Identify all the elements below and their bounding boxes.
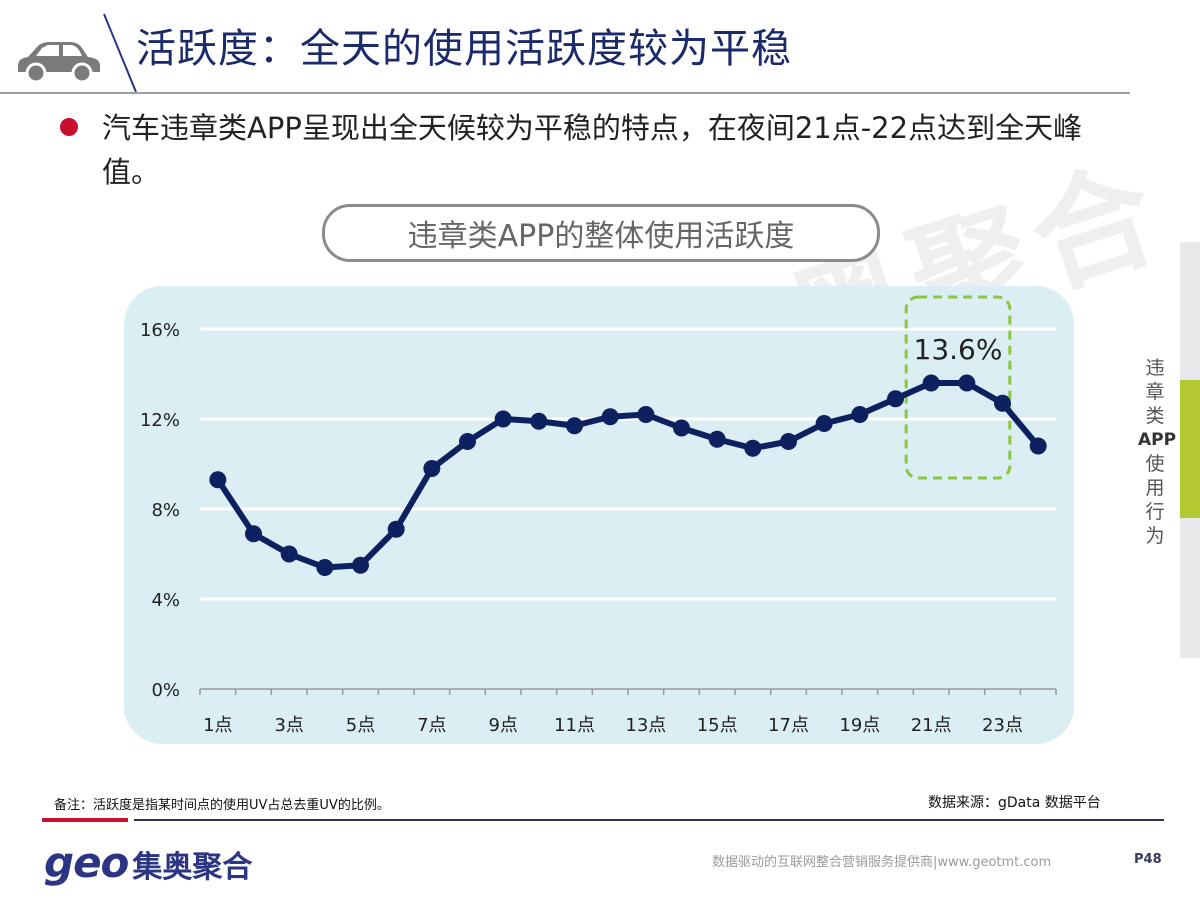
- data-point: [994, 394, 1011, 412]
- x-tick-label: 3点: [274, 715, 303, 736]
- data-point: [637, 406, 655, 423]
- chart-panel: 0% 4% 8% 12% 16% 1点 3点 5点 7点 9点 11点 13点 15点 17点 19点 21点…: [124, 286, 1074, 744]
- data-point: [245, 525, 262, 543]
- data-point: [423, 460, 441, 477]
- x-tick-label: 19点: [839, 715, 880, 736]
- data-point: [530, 412, 548, 430]
- data-point: [316, 559, 334, 576]
- x-tick-label: 9点: [488, 715, 517, 736]
- y-tick-label: 12%: [140, 410, 180, 431]
- x-tick-label: 1点: [203, 715, 232, 736]
- side-tab-char: 章: [1145, 381, 1165, 403]
- data-point: [780, 433, 797, 450]
- side-tab-char: 为: [1145, 525, 1165, 547]
- car-icon: [18, 42, 100, 84]
- side-tab-char: 使: [1145, 453, 1165, 475]
- highlight-box: [904, 295, 1012, 480]
- footer-divider: [134, 819, 1164, 821]
- x-tick-label: 15点: [697, 715, 738, 736]
- data-point: [601, 408, 619, 426]
- footer-tagline: 数据驱动的互联网整合营销服务提供商|www.geotmt.com: [712, 855, 1052, 870]
- side-tab-char: 类: [1145, 405, 1165, 427]
- data-point: [708, 430, 726, 448]
- y-tick-label: 8%: [151, 500, 180, 521]
- page-number: P48: [1134, 852, 1162, 867]
- data-point: [922, 374, 940, 392]
- data-point: [352, 556, 369, 574]
- data-point: [209, 471, 227, 489]
- data-point: [566, 417, 583, 435]
- data-point: [851, 406, 869, 423]
- side-tab-highlight: [1180, 380, 1200, 518]
- y-tick-label: 4%: [151, 590, 180, 611]
- side-tab-char: 用: [1145, 477, 1165, 499]
- x-tick-label: 21点: [911, 715, 952, 736]
- chart-title: 违章类APP的整体使用活跃度: [322, 204, 880, 262]
- data-point: [744, 439, 762, 457]
- x-tick-label: 17点: [768, 715, 809, 736]
- data-point: [673, 419, 690, 437]
- data-label-peak: 13.6%: [914, 333, 1003, 366]
- data-point: [280, 545, 298, 563]
- bullet-text: 汽车违章类APP呈现出全天候较为平稳的特点，在夜间21点-22点达到全天峰值。: [102, 111, 1083, 189]
- x-tick-label: 7点: [417, 715, 446, 736]
- page-title: 活跃度：全天的使用活跃度较为平稳: [136, 26, 792, 72]
- x-tick-label: 23点: [982, 715, 1023, 736]
- side-tab-bold: APP: [1138, 430, 1177, 450]
- line-chart: 0% 4% 8% 12% 16% 1点 3点 5点 7点 9点 11点 13点 15点 17点 19点 21点…: [140, 295, 1057, 736]
- data-source: 数据来源：gData 数据平台: [928, 795, 1101, 811]
- logo-name: 集奥聚合: [132, 850, 253, 885]
- bullet-dot: [60, 118, 78, 136]
- data-point: [387, 520, 405, 538]
- header-underline: [0, 92, 1130, 94]
- x-tick-label: 5点: [346, 715, 375, 736]
- footnote: 备注：活跃度是指某时间点的使用UV占总去重UV的比例。: [54, 798, 390, 813]
- data-point: [815, 415, 833, 432]
- x-tick-label: 13点: [625, 715, 666, 736]
- y-tick-label: 0%: [151, 680, 180, 701]
- data-point: [494, 410, 512, 428]
- side-tab-label: 违 章 类 APP 使 用 行 为: [1138, 356, 1177, 548]
- x-tick-label: 11点: [554, 715, 595, 736]
- y-tick-label: 16%: [140, 320, 180, 341]
- data-point: [459, 433, 476, 450]
- side-tab-char: 违: [1145, 357, 1165, 379]
- data-point: [958, 374, 976, 392]
- brand-logo: geo 集奥聚合: [44, 838, 252, 887]
- footer-accent: [42, 818, 128, 822]
- side-tab-char: 行: [1145, 501, 1165, 523]
- data-point: [887, 390, 904, 408]
- series-line: [214, 380, 1042, 571]
- data-point: [1029, 437, 1047, 455]
- header-divider-slant: [103, 13, 137, 92]
- logo-geo: geo: [44, 838, 129, 887]
